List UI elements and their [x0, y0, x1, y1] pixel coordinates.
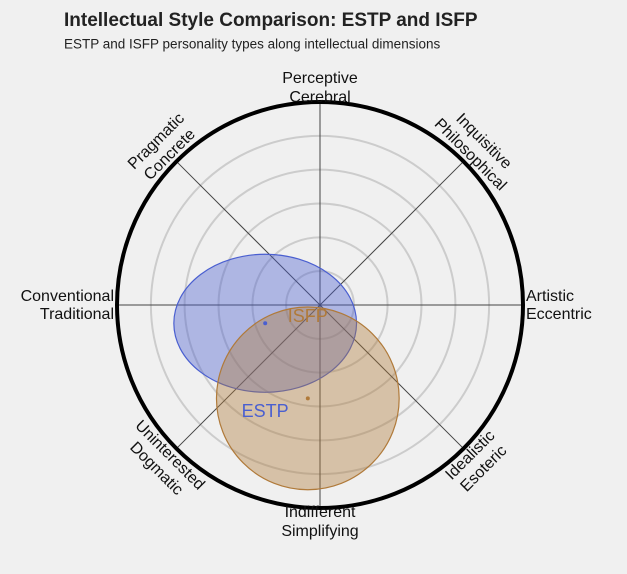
axis-label-line: Eccentric [526, 306, 592, 323]
chart-title: Intellectual Style Comparison: ESTP and … [64, 10, 478, 31]
axis-label-line: Cerebral [289, 89, 350, 106]
type-label: ESTP [242, 401, 289, 421]
axis-label: Perceptive Cerebral [282, 70, 358, 106]
outer-ring [115, 100, 525, 510]
spoke [176, 161, 464, 449]
axis-label: Indifferent Simplifying [281, 504, 358, 540]
axis-label-line: Traditional [40, 306, 114, 323]
axis-label-line: Indifferent [285, 504, 356, 521]
chart-subtitle: ESTP and ISFP personality types along in… [64, 37, 440, 52]
axis-label-line: Simplifying [281, 523, 358, 540]
center-dot [263, 321, 268, 326]
axis-label-line: Conventional [21, 288, 114, 305]
axis-label-line: Artistic [526, 288, 574, 305]
center-dot [305, 396, 310, 401]
axis-label-line: Perceptive [282, 70, 358, 87]
type-label: ISFP [288, 306, 328, 326]
